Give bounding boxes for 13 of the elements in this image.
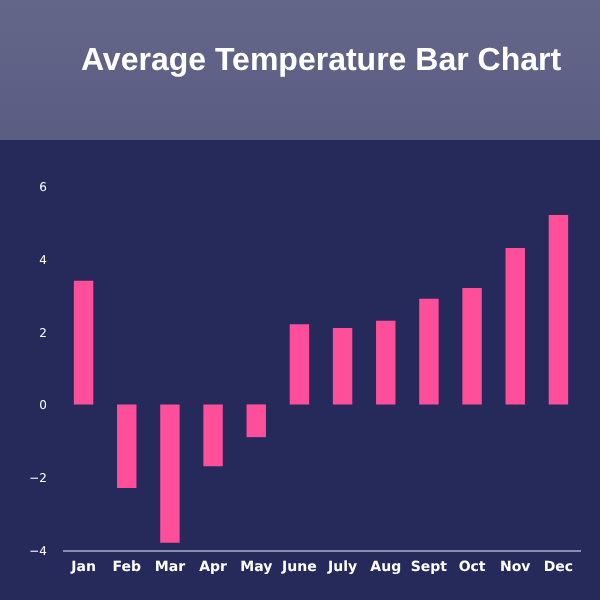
bar — [548, 215, 569, 405]
bar — [289, 324, 310, 405]
bar — [160, 404, 180, 543]
chart-title: Average Temperature Bar Chart — [80, 44, 563, 78]
bar — [462, 287, 482, 405]
bar — [117, 404, 137, 489]
bar — [505, 247, 525, 405]
bar — [376, 320, 396, 405]
bar — [332, 327, 353, 405]
bar — [419, 298, 439, 405]
bar — [246, 404, 266, 438]
bar — [73, 280, 94, 405]
bar — [203, 404, 223, 467]
